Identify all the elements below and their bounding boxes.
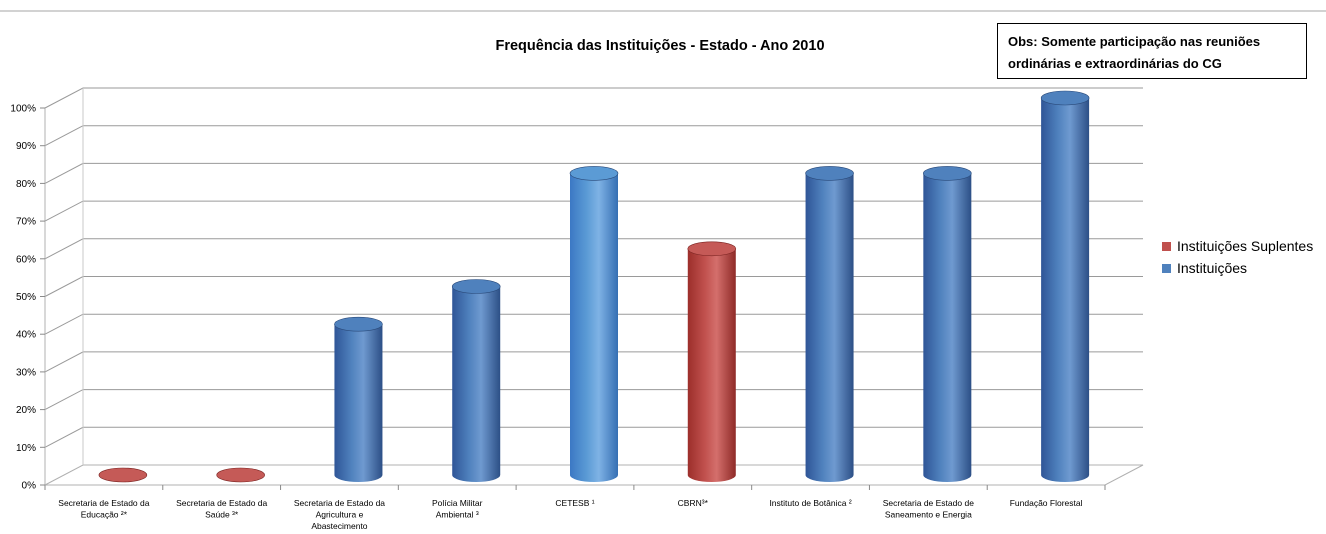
bar-6	[687, 241, 737, 483]
category-label: CBRN³*	[678, 498, 709, 508]
bar-top	[334, 316, 383, 332]
bar-top	[1040, 90, 1090, 106]
bar-top	[98, 467, 148, 483]
bar-body	[452, 286, 501, 483]
bar-9	[1040, 90, 1090, 483]
category-label-line: Fundação Florestal	[1010, 498, 1083, 508]
category-label-line: CETESB ¹	[555, 498, 594, 508]
legend: Instituições Suplentes Instituições	[1162, 235, 1313, 279]
note-line-1: Obs: Somente participação nas reuniões	[1008, 34, 1261, 49]
category-label-line: Ambiental ³	[436, 510, 479, 520]
bar-body	[923, 173, 972, 483]
category-label: Polícia Militar Ambiental ³	[432, 498, 483, 520]
category-label: CETESB ¹	[555, 498, 594, 508]
category-label: Instituto de Botânica ²	[769, 498, 851, 508]
y-tick-label: 10%	[16, 443, 36, 454]
y-tick-label: 70%	[16, 217, 36, 228]
legend-item-instituicoes: Instituições	[1162, 257, 1313, 279]
bar-body	[334, 324, 383, 483]
y-tick-label: 90%	[16, 141, 36, 152]
bar-5	[569, 166, 619, 482]
category-label-line: Abastecimento	[311, 521, 367, 531]
note-line-2: ordinárias e extraordinárias do CG	[1008, 56, 1222, 71]
category-label: Secretaria de Estado da Saúde ³*	[176, 498, 267, 520]
bar-4	[451, 279, 501, 483]
bar-body	[805, 173, 854, 483]
category-label-line: CBRN³*	[678, 498, 709, 508]
legend-label-suplentes: Instituições Suplentes	[1177, 238, 1314, 254]
category-label-line: Agricultura e	[316, 510, 364, 520]
category-label-line: Saúde ³*	[205, 510, 239, 520]
axes: 0% 10% 20% 30% 40% 50% 60% 70% 80% 90% 100%	[10, 88, 1144, 492]
category-label-line: Secretaria de Estado da	[176, 498, 267, 508]
category-label-line: Secretaria de Estado da	[58, 498, 149, 508]
category-label: Fundação Florestal	[1010, 498, 1083, 508]
bar-1	[98, 467, 148, 483]
legend-label-instituicoes: Instituições	[1177, 260, 1248, 276]
bar-top	[923, 166, 972, 181]
y-tick-label: 0%	[22, 481, 37, 492]
legend-swatch-suplentes	[1162, 241, 1171, 251]
bar-3	[334, 316, 383, 483]
bar-body	[687, 248, 736, 483]
category-label-line: Secretaria de Estado da	[294, 498, 385, 508]
bar-7	[805, 166, 854, 483]
chart-title: Frequência das Instituições - Estado - A…	[495, 38, 824, 54]
category-label-line: Secretaria de Estado de	[883, 498, 974, 508]
category-label-line: Saneamento e Energia	[885, 510, 972, 520]
legend-item-suplentes: Instituições Suplentes	[1162, 235, 1313, 257]
y-tick-label: 60%	[16, 254, 36, 265]
bar-top	[687, 241, 737, 257]
category-label-line: Instituto de Botânica ²	[769, 498, 851, 508]
y-tick-label: 20%	[16, 405, 36, 416]
category-label: Secretaria de Estado da Agricultura e Abas…	[294, 498, 385, 531]
bar-top	[451, 279, 501, 294]
bar-top	[216, 467, 265, 483]
bar-8	[923, 166, 972, 483]
bar-top	[805, 166, 854, 181]
category-labels: Secretaria de Estado da Educação ²*Secret…	[58, 498, 1082, 531]
y-tick-label: 100%	[10, 104, 36, 115]
bar-body	[570, 173, 618, 482]
category-label: Secretaria de Estado da Educação ²*	[58, 498, 149, 520]
y-tick-label: 50%	[16, 292, 36, 303]
y-tick-label: 80%	[16, 179, 36, 190]
y-tick-label: 40%	[16, 330, 36, 341]
note-box: Obs: Somente participação nas reuniões o…	[997, 23, 1307, 79]
bar-body	[1041, 98, 1090, 483]
bar-top	[569, 166, 619, 181]
category-label: Secretaria de Estado de Saneamento e Ener…	[883, 498, 974, 520]
gridline	[44, 87, 1143, 109]
gridline	[44, 125, 1143, 147]
bar-2	[216, 467, 265, 483]
category-label-line: Educação ²*	[81, 510, 128, 520]
y-tick-label: 30%	[16, 367, 36, 378]
legend-swatch-instituicoes	[1162, 263, 1171, 273]
category-label-line: Polícia Militar	[432, 498, 483, 508]
bars	[98, 90, 1090, 483]
